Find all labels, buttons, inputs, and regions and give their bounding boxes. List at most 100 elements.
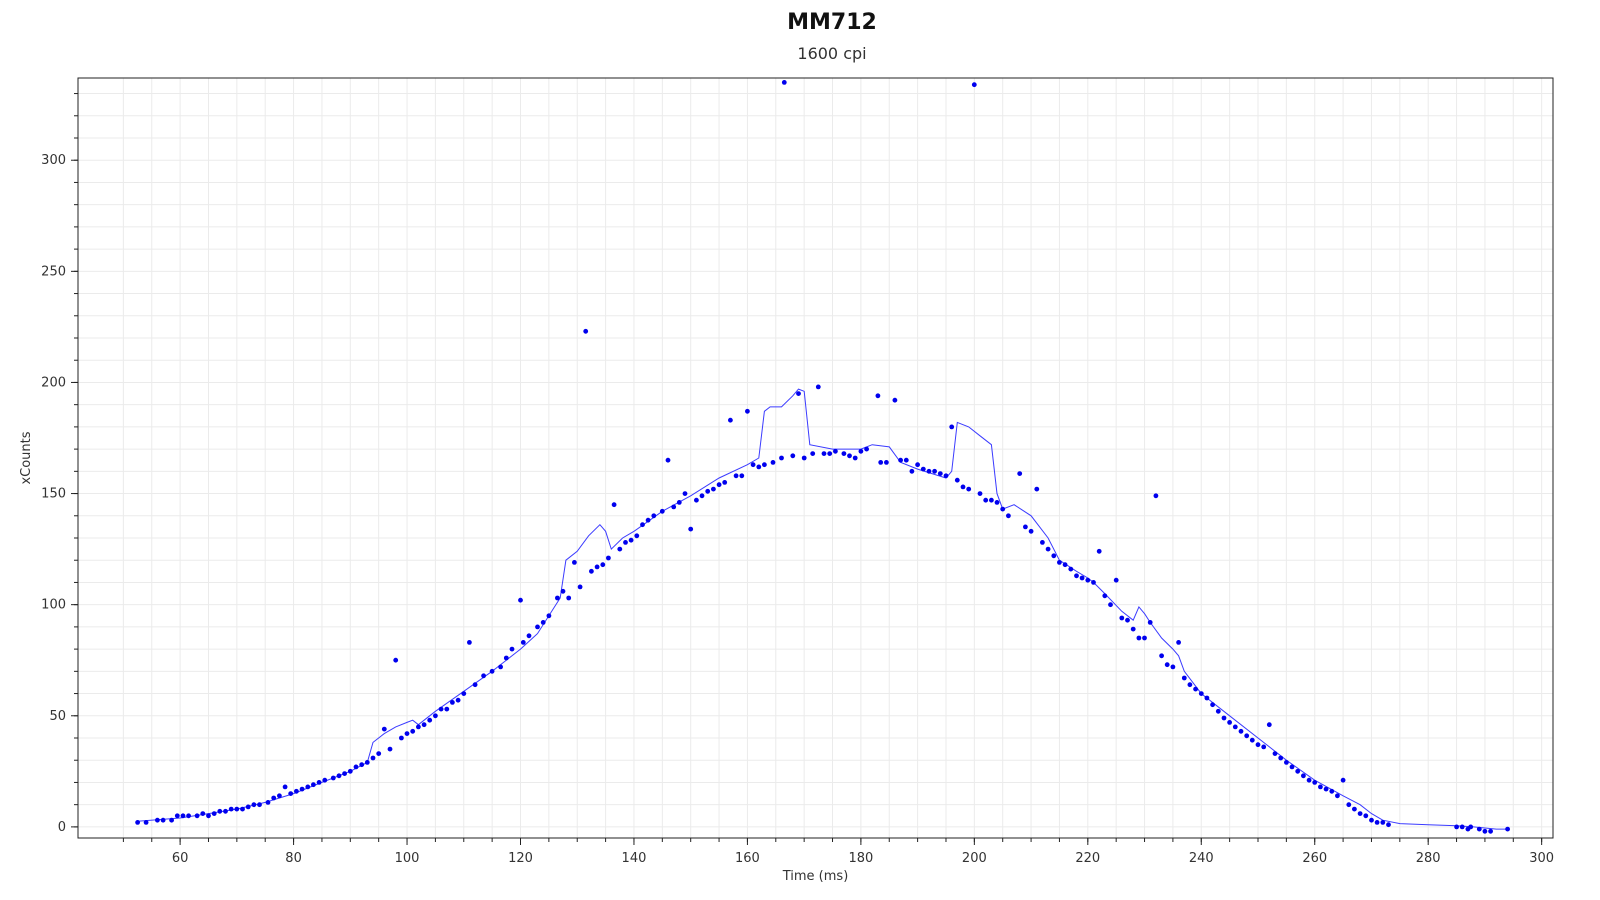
data-point [884, 460, 889, 465]
data-point [421, 722, 427, 728]
data-point [1000, 506, 1006, 512]
data-point [526, 633, 532, 639]
data-point [1023, 524, 1028, 530]
data-point [393, 657, 399, 663]
data-point [1051, 553, 1057, 559]
data-point [878, 460, 884, 465]
data-point [1289, 764, 1295, 770]
data-point [676, 500, 682, 505]
data-point [194, 813, 200, 819]
x-tick-label: 200 [962, 851, 987, 866]
data-point [983, 497, 989, 503]
data-point [160, 817, 166, 823]
data-point [240, 806, 245, 812]
data-point [1221, 715, 1227, 721]
data-point [376, 751, 382, 756]
data-point [847, 453, 852, 459]
data-point [623, 540, 628, 545]
data-point [1346, 802, 1352, 808]
data-point [299, 786, 305, 792]
data-point [770, 460, 776, 465]
data-point [265, 800, 271, 805]
data-point [1301, 773, 1306, 779]
data-point [937, 471, 943, 476]
data-point [169, 817, 175, 823]
data-point [330, 775, 336, 781]
data-point [217, 808, 223, 814]
data-points [135, 80, 1510, 834]
data-point [594, 564, 600, 570]
data-point [1096, 548, 1102, 554]
data-point [898, 457, 903, 463]
data-point [1164, 662, 1170, 668]
data-point [180, 813, 186, 819]
y-tick-label: 50 [49, 709, 66, 724]
x-tick-label: 60 [172, 851, 189, 866]
data-point [1193, 686, 1198, 692]
data-point [810, 451, 816, 456]
data-point [1057, 560, 1062, 565]
data-point [1091, 580, 1096, 585]
data-point [450, 700, 455, 705]
data-point [1040, 540, 1045, 545]
data-point [1028, 528, 1034, 534]
data-point [858, 448, 864, 454]
data-point [909, 468, 915, 474]
data-point [489, 668, 495, 674]
data-point [1147, 620, 1153, 625]
data-point [875, 393, 881, 399]
y-tick-label: 200 [41, 375, 66, 390]
data-point [645, 517, 651, 523]
data-point [1153, 493, 1159, 499]
data-point [926, 468, 932, 474]
data-point [1187, 682, 1193, 688]
data-point [1278, 755, 1284, 761]
data-point [305, 784, 311, 790]
data-point [143, 820, 149, 825]
data-point [518, 597, 523, 603]
data-point [200, 811, 206, 816]
data-point [577, 584, 583, 590]
data-point [640, 522, 645, 528]
data-point [316, 780, 322, 785]
data-point [954, 477, 960, 483]
data-point [688, 526, 694, 532]
data-point [892, 397, 898, 403]
x-tick-label: 80 [285, 851, 302, 866]
data-point [1386, 822, 1391, 828]
data-point [1079, 575, 1085, 581]
data-point [228, 806, 234, 812]
data-point [277, 793, 282, 799]
data-point [251, 802, 257, 808]
data-point [1340, 777, 1346, 783]
data-point [1170, 664, 1176, 670]
data-point [311, 782, 316, 788]
plot-frame [77, 77, 1554, 839]
data-point [790, 453, 796, 459]
data-point [665, 457, 671, 463]
data-point [1102, 593, 1108, 599]
data-point [206, 813, 211, 819]
data-point [728, 417, 733, 423]
data-point [1119, 615, 1125, 621]
data-point [399, 735, 404, 741]
data-point [989, 497, 994, 503]
data-point [1215, 708, 1221, 714]
data-point [852, 455, 858, 461]
data-point [1176, 640, 1181, 645]
data-point [294, 788, 299, 794]
data-point [756, 464, 762, 470]
data-point [583, 328, 589, 334]
data-point [174, 813, 180, 819]
data-point [387, 746, 393, 752]
data-point [1159, 653, 1164, 659]
data-point [1476, 826, 1482, 832]
data-point [966, 486, 972, 492]
data-point [416, 724, 421, 730]
data-point [651, 513, 657, 519]
data-point [781, 80, 787, 85]
data-point [322, 777, 328, 783]
data-point [1454, 824, 1459, 830]
data-point [1181, 675, 1187, 681]
data-point [509, 646, 515, 652]
